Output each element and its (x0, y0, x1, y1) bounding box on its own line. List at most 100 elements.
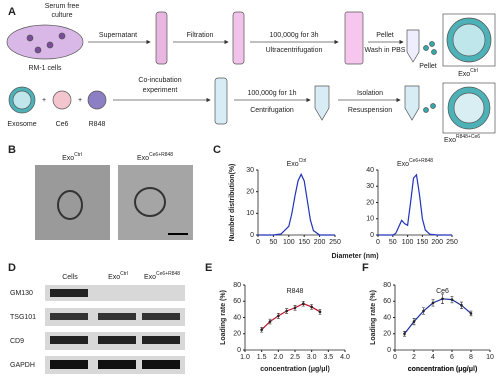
data-point (310, 305, 313, 309)
x-tick-label: 2.5 (290, 354, 300, 361)
axes (257, 170, 335, 236)
data-point (260, 328, 263, 331)
data-point (450, 298, 454, 301)
x-tick-label: 0 (376, 239, 380, 246)
panel-letter: F (362, 262, 369, 274)
blot-column-sup: Ctrl (120, 271, 128, 277)
step-label: Supernatant (99, 32, 137, 39)
chart-title-sup: Ce6+R848 (409, 158, 433, 164)
chart-title: ExoCe6+R848 (397, 158, 433, 168)
blot-column-sup: Ce6+R848 (156, 271, 180, 277)
y-tick-label: 80 (383, 282, 391, 289)
step-label: Ultracentrifugation (266, 47, 323, 54)
step-label: Wash in PBS (365, 47, 406, 54)
panel-letter: A (8, 6, 16, 18)
blot-column-base: Exo (144, 274, 156, 281)
data-point (441, 297, 444, 301)
distribution-line (378, 173, 452, 236)
x-tick-label: 50 (389, 239, 397, 246)
chart-title: ExoCtrl (287, 158, 307, 168)
data-point (293, 306, 297, 310)
data-point (302, 302, 305, 305)
x-tick-label: 4.0 (340, 354, 350, 361)
data-point (285, 309, 288, 313)
y-tick-label: 0 (250, 232, 254, 239)
y-tick-label: 10 (246, 210, 254, 217)
tem-label: ExoCtrl (62, 152, 82, 162)
panel-letter: B (8, 144, 16, 156)
step-label: Exosome (7, 121, 36, 128)
blot-row: TSG101 (10, 314, 36, 321)
tem-label-base: Exo (137, 155, 149, 162)
step-label: Pellet (419, 63, 437, 70)
data-point (268, 320, 272, 323)
x-axis-label: concentration (μg/μl) (408, 366, 478, 373)
blot-column: ExoCe6+R848 (144, 271, 180, 281)
data-point (403, 332, 406, 336)
blot-column-base: Cells (62, 274, 78, 281)
western-blot (45, 285, 185, 374)
y-tick-label: 40 (383, 314, 391, 321)
exo-label-sup: Ctrl (470, 68, 478, 74)
step-label: experiment (143, 87, 178, 94)
blot-column: Cells (62, 274, 78, 281)
exo-label: ExoR848+Ce6 (444, 134, 480, 144)
step-label: culture (51, 12, 72, 19)
blot-row: GAPDH (10, 362, 35, 369)
x-tick-label: 250 (446, 239, 458, 246)
tem-label-sup: Ctrl (74, 152, 82, 158)
step-label: Filtration (187, 32, 214, 39)
x-tick-label: 4 (431, 354, 435, 361)
fit-line (404, 298, 472, 335)
x-tick-label: 150 (417, 239, 429, 246)
blot-row: GM130 (10, 290, 33, 297)
x-tick-label: 10 (486, 354, 494, 361)
y-tick-label: 60 (233, 298, 241, 305)
blot-column-base: Exo (108, 274, 120, 281)
panel-letter: E (205, 262, 212, 274)
chart-title-base: Exo (397, 161, 409, 168)
plus: + (42, 97, 46, 104)
chart-title: Ce6 (436, 288, 449, 295)
tem-label-sup: Ce6+R848 (149, 152, 173, 158)
x-tick-label: 0 (393, 354, 397, 361)
y-tick-label: 40 (366, 167, 374, 174)
data-point (412, 320, 416, 323)
x-tick-label: 50 (270, 239, 278, 246)
plus: + (78, 97, 82, 104)
x-axis-label: Diameter (nm) (331, 253, 378, 260)
y-axis-label: Loading rate (%) (220, 290, 227, 345)
x-tick-label: 2 (412, 354, 416, 361)
x-tick-label: 1.0 (240, 354, 250, 361)
y-tick-label: 10 (366, 216, 374, 223)
y-axis-label: Loading rate (%) (370, 290, 377, 345)
data-point (318, 310, 322, 314)
x-tick-label: 0 (256, 239, 260, 246)
data-point (422, 309, 425, 313)
step-label: Resuspension (348, 107, 392, 114)
y-tick-label: 0 (237, 347, 241, 354)
y-tick-label: 20 (366, 199, 374, 206)
fit-line (261, 303, 321, 331)
y-tick-label: 80 (233, 282, 241, 289)
x-axis-label: concentration (μg/μl) (260, 366, 330, 373)
step-label: Pellet (376, 32, 394, 39)
x-tick-label: 1.5 (257, 354, 267, 361)
x-tick-label: 250 (329, 239, 341, 246)
exo-label-sup: R848+Ce6 (456, 134, 480, 140)
step-label: 100,000g for 3h (269, 32, 318, 39)
x-tick-label: 3.0 (307, 354, 317, 361)
step-label: R848 (89, 121, 106, 128)
tem-images (35, 165, 193, 240)
exo-label: ExoCtrl (458, 68, 478, 78)
y-tick-label: 20 (383, 331, 391, 338)
exo-label-base: Exo (444, 137, 456, 144)
step-label: 100,000g for 1h (247, 90, 296, 97)
x-axis-label: concentration (μg/μl) (408, 366, 478, 373)
step-label: Ce6 (56, 121, 69, 128)
y-axis-label: Number distribution(%) (229, 164, 236, 242)
step-label: Centrifugation (250, 107, 294, 114)
y-tick-label: 0 (370, 232, 374, 239)
schematic (6, 11, 496, 134)
y-tick-label: 0 (387, 347, 391, 354)
